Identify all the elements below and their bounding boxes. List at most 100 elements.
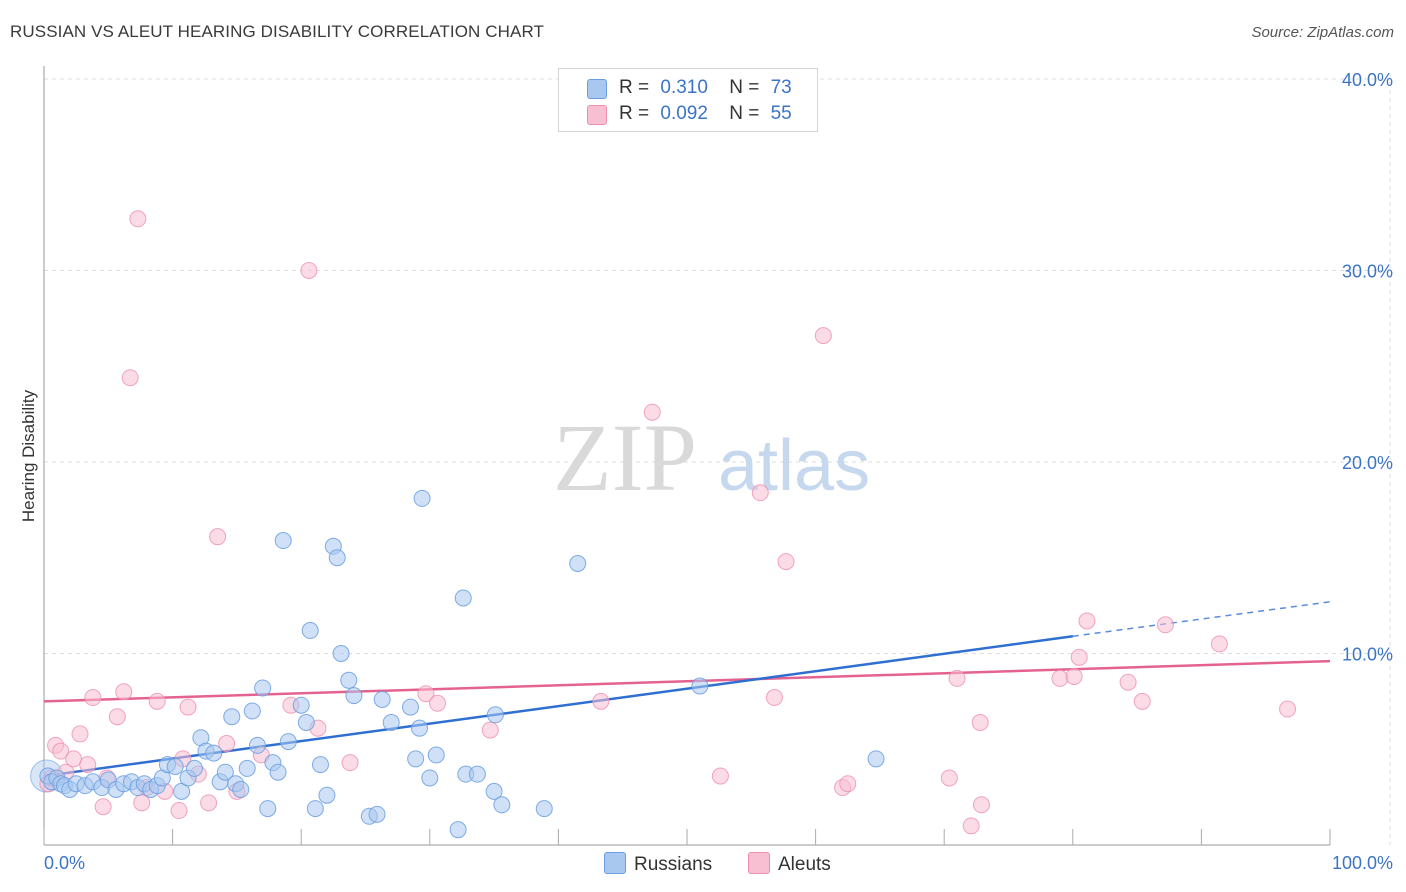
russians-point — [454, 589, 472, 607]
russians-point — [254, 679, 272, 697]
aleuts-point — [948, 669, 966, 687]
aleuts-point — [148, 692, 166, 710]
legend-n-value: 55 — [770, 103, 792, 124]
gridlines — [44, 74, 1391, 845]
aleuts-point — [1078, 612, 1096, 630]
aleuts-point — [711, 767, 729, 785]
aleuts-point — [1119, 673, 1137, 691]
aleuts-point — [129, 210, 147, 228]
x-tick-label: 0.0% — [44, 853, 85, 873]
russians-point — [332, 645, 350, 662]
aleuts-point — [481, 721, 499, 739]
russians-point — [427, 746, 445, 764]
chart-title: RUSSIAN VS ALEUT HEARING DISABILITY CORR… — [10, 22, 545, 41]
tick-labels: 10.0% 20.0% 30.0% 40.0% 0.0% 100.0% — [44, 70, 1393, 873]
aleuts-point — [170, 802, 188, 820]
russians-swatch — [604, 852, 626, 874]
aleuts-point — [79, 756, 97, 774]
russians-label: Russians — [634, 854, 713, 875]
russians-point — [382, 713, 400, 731]
legend-n-value: 73 — [770, 77, 792, 98]
aleuts-point — [839, 775, 857, 793]
aleuts-point — [121, 369, 139, 387]
russians-point — [259, 800, 277, 818]
axes — [43, 66, 1331, 846]
aleuts-point — [218, 735, 236, 753]
aleuts-point — [814, 327, 832, 345]
aleuts-point — [300, 262, 318, 279]
russians-point — [301, 622, 319, 640]
legend-n-label: N = — [729, 103, 760, 124]
russians-point — [279, 733, 297, 751]
aleuts-point — [777, 553, 795, 571]
russians-point — [485, 782, 503, 800]
russians-point — [318, 786, 336, 804]
aleuts-point — [133, 794, 151, 812]
russians-point — [311, 756, 329, 774]
russians-point — [328, 549, 346, 567]
russians-point — [486, 706, 504, 724]
aleuts-point — [108, 708, 126, 726]
aleuts-point — [592, 692, 610, 710]
russians-point — [297, 713, 315, 731]
russians-point — [535, 800, 553, 818]
y-tick-label: 10.0% — [1342, 645, 1393, 665]
aleuts-point — [1051, 669, 1069, 687]
aleuts-point — [751, 484, 769, 502]
aleuts-point — [115, 683, 133, 701]
russians-point — [248, 736, 266, 754]
aleuts-point — [971, 713, 989, 731]
watermark-zip: ZIP — [553, 404, 697, 511]
russians-point — [185, 759, 203, 777]
aleuts-point — [71, 725, 89, 743]
aleuts-label: Aleuts — [778, 854, 831, 875]
aleuts-point — [765, 689, 783, 707]
aleuts-point — [200, 794, 218, 812]
watermark: ZIP atlas — [553, 404, 870, 511]
x-tick-label: 100.0% — [1332, 853, 1393, 873]
russians-point — [238, 759, 256, 777]
russians-point — [449, 821, 467, 839]
aleuts-swatch — [748, 852, 770, 874]
russians-trend-line — [43, 635, 1073, 778]
y-tick-label: 40.0% — [1342, 70, 1393, 90]
russians-point — [223, 708, 241, 726]
russians-point — [216, 763, 234, 781]
aleuts-point — [65, 750, 83, 768]
russians-point — [306, 800, 324, 818]
aleuts-point — [1279, 700, 1297, 718]
aleuts-point — [643, 403, 661, 421]
russians-point — [243, 702, 261, 720]
aleuts-point — [94, 798, 112, 816]
aleuts-point — [429, 694, 447, 712]
russians-point — [421, 769, 439, 787]
aleuts-point — [962, 817, 980, 835]
russians-point — [413, 489, 431, 507]
russians-point — [468, 765, 486, 783]
aleuts-point — [940, 769, 958, 787]
russians-point — [569, 554, 587, 572]
aleuts-point — [179, 698, 197, 716]
aleuts-point — [1133, 692, 1151, 710]
aleuts-point — [52, 742, 70, 760]
bottom-legend-aleuts: Aleuts — [748, 852, 831, 876]
correlation-legend: R = 0.310 N = 73 R = 0.092 N = 55 — [558, 68, 818, 132]
russians-point — [407, 750, 425, 768]
data-points — [30, 210, 1297, 839]
russians-point — [340, 671, 358, 689]
russians-point — [411, 719, 429, 737]
y-tick-label: 20.0% — [1342, 453, 1393, 473]
russians-point — [373, 690, 391, 708]
aleuts-point — [1210, 635, 1228, 653]
legend-r-label: R = — [619, 103, 650, 124]
russians-point — [232, 780, 250, 798]
aleuts-point — [341, 754, 359, 772]
russians-point — [368, 805, 386, 823]
legend-r-value: 0.092 — [660, 103, 708, 124]
legend-r-value: 0.310 — [660, 77, 708, 98]
watermark-atlas: atlas — [718, 426, 870, 506]
russians-point — [691, 677, 709, 695]
aleuts-point — [1156, 616, 1174, 634]
russians-point — [493, 796, 511, 814]
russians-point — [292, 696, 310, 714]
